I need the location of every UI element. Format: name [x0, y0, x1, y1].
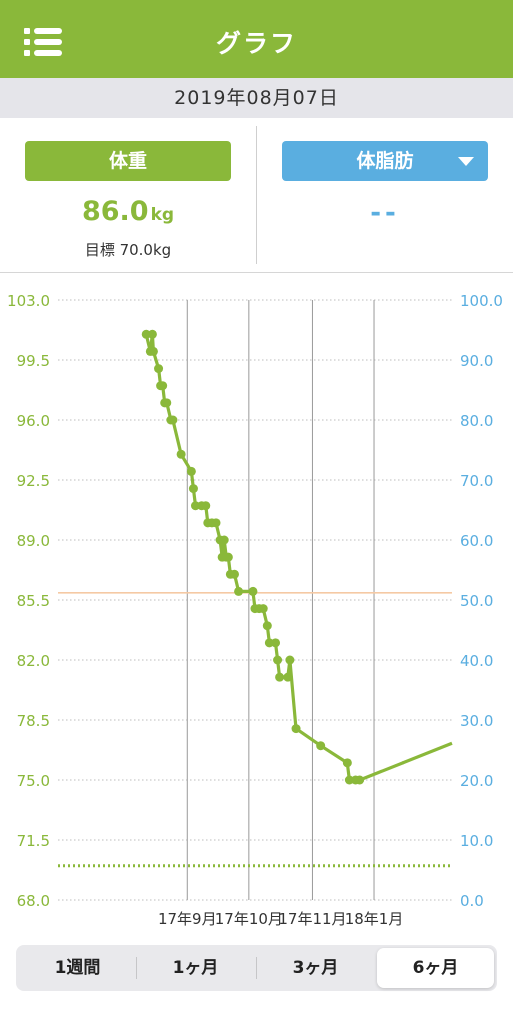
- caret-down-icon: [458, 157, 474, 166]
- x-axis-label: 17年11月: [278, 910, 346, 928]
- weight-data-point[interactable]: [190, 501, 200, 511]
- section-divider: [0, 272, 513, 273]
- right-axis-tick: 80.0: [460, 412, 493, 430]
- right-axis-tick: 90.0: [460, 352, 493, 370]
- x-axis-label: 18年1月: [345, 910, 404, 928]
- weight-data-point[interactable]: [262, 621, 272, 631]
- right-axis-tick: 10.0: [460, 832, 493, 850]
- left-axis-tick: 82.0: [17, 652, 50, 670]
- list-menu-icon[interactable]: [24, 28, 64, 58]
- weight-data-point[interactable]: [291, 724, 301, 734]
- weight-data-point[interactable]: [176, 449, 186, 459]
- weight-data-point[interactable]: [285, 655, 295, 665]
- x-axis-label: 17年10月: [215, 910, 283, 928]
- right-axis-tick: 70.0: [460, 472, 493, 490]
- weight-data-point[interactable]: [168, 415, 178, 425]
- tab-1-week[interactable]: 1週間: [54, 958, 101, 978]
- page-title: グラフ: [215, 29, 297, 58]
- left-axis-tick: 96.0: [17, 412, 50, 430]
- left-axis-tick: 99.5: [17, 352, 50, 370]
- weight-data-point[interactable]: [234, 586, 244, 596]
- tab-6-months[interactable]: 6ヶ月: [377, 948, 494, 988]
- period-tabs: 1週間 1ヶ月 3ヶ月 6ヶ月: [16, 945, 497, 991]
- panel-divider: [256, 126, 257, 264]
- left-axis-tick: 71.5: [17, 832, 50, 850]
- weight-data-point[interactable]: [188, 484, 198, 494]
- weight-data-point[interactable]: [154, 364, 164, 374]
- tab-separator: [136, 957, 137, 979]
- tab-separator: [256, 957, 257, 979]
- weight-data-point[interactable]: [162, 398, 172, 408]
- weight-data-point[interactable]: [316, 741, 326, 751]
- weight-data-point[interactable]: [344, 775, 354, 785]
- weight-series-extension: [402, 741, 453, 765]
- weight-data-point[interactable]: [258, 604, 268, 614]
- bodyfat-label: 体脂肪: [356, 150, 414, 172]
- left-axis-tick: 75.0: [17, 772, 50, 790]
- weight-data-point[interactable]: [275, 672, 285, 682]
- tab-1-month[interactable]: 1ヶ月: [172, 958, 219, 978]
- weight-data-point[interactable]: [201, 501, 211, 511]
- weight-data-point[interactable]: [264, 638, 274, 648]
- weight-panel: 体重 86.0 kg 目標 70.0kg: [0, 118, 256, 272]
- right-axis-tick: 20.0: [460, 772, 493, 790]
- weight-data-point[interactable]: [283, 672, 293, 682]
- app-header: グラフ: [0, 0, 513, 78]
- weight-data-point[interactable]: [186, 466, 196, 476]
- weight-data-point[interactable]: [273, 655, 283, 665]
- tab-3-months[interactable]: 3ヶ月: [292, 958, 339, 978]
- weight-data-point[interactable]: [158, 381, 168, 391]
- left-axis-tick: 89.0: [17, 532, 50, 550]
- weight-data-point[interactable]: [355, 775, 365, 785]
- left-axis-tick: 92.5: [17, 472, 50, 490]
- right-axis-tick: 60.0: [460, 532, 493, 550]
- bodyfat-value: --: [370, 198, 400, 228]
- right-axis-tick: 40.0: [460, 652, 493, 670]
- weight-data-point[interactable]: [342, 758, 352, 768]
- weight-data-point[interactable]: [223, 552, 233, 562]
- weight-button[interactable]: 体重: [25, 141, 231, 181]
- weight-data-point[interactable]: [219, 535, 229, 545]
- right-axis-tick: 30.0: [460, 712, 493, 730]
- weight-number: 86.0: [81, 196, 149, 227]
- left-axis-tick: 68.0: [17, 892, 50, 910]
- weight-data-point[interactable]: [141, 329, 151, 339]
- target-weight: 目標 70.0kg: [84, 241, 172, 259]
- right-axis-tick: 0.0: [460, 892, 484, 910]
- bodyfat-dropdown[interactable]: 体脂肪: [282, 141, 488, 181]
- left-axis-tick: 103.0: [7, 292, 50, 310]
- right-axis-tick: 100.0: [460, 292, 503, 310]
- weight-data-point[interactable]: [148, 346, 158, 356]
- weight-data-point[interactable]: [271, 638, 281, 648]
- left-axis-tick: 85.5: [17, 592, 50, 610]
- left-axis-tick: 78.5: [17, 712, 50, 730]
- right-axis-tick: 50.0: [460, 592, 493, 610]
- weight-series-line: [144, 332, 405, 782]
- x-axis-label: 17年9月: [158, 910, 217, 928]
- weight-value: 86.0 kg: [0, 196, 256, 227]
- bodyfat-panel: 体脂肪 --: [257, 118, 513, 272]
- weight-data-point[interactable]: [229, 569, 239, 579]
- weight-data-point[interactable]: [211, 518, 221, 528]
- weight-chart[interactable]: 103.0 100.0 99.5 90.0 96.0 80.0 92.5 70.0 89.0 60…: [0, 273, 513, 940]
- weight-unit: kg: [150, 205, 175, 225]
- weight-data-point[interactable]: [147, 329, 157, 339]
- date-display[interactable]: 2019年08月07日: [0, 78, 513, 118]
- weight-data-point[interactable]: [248, 586, 258, 596]
